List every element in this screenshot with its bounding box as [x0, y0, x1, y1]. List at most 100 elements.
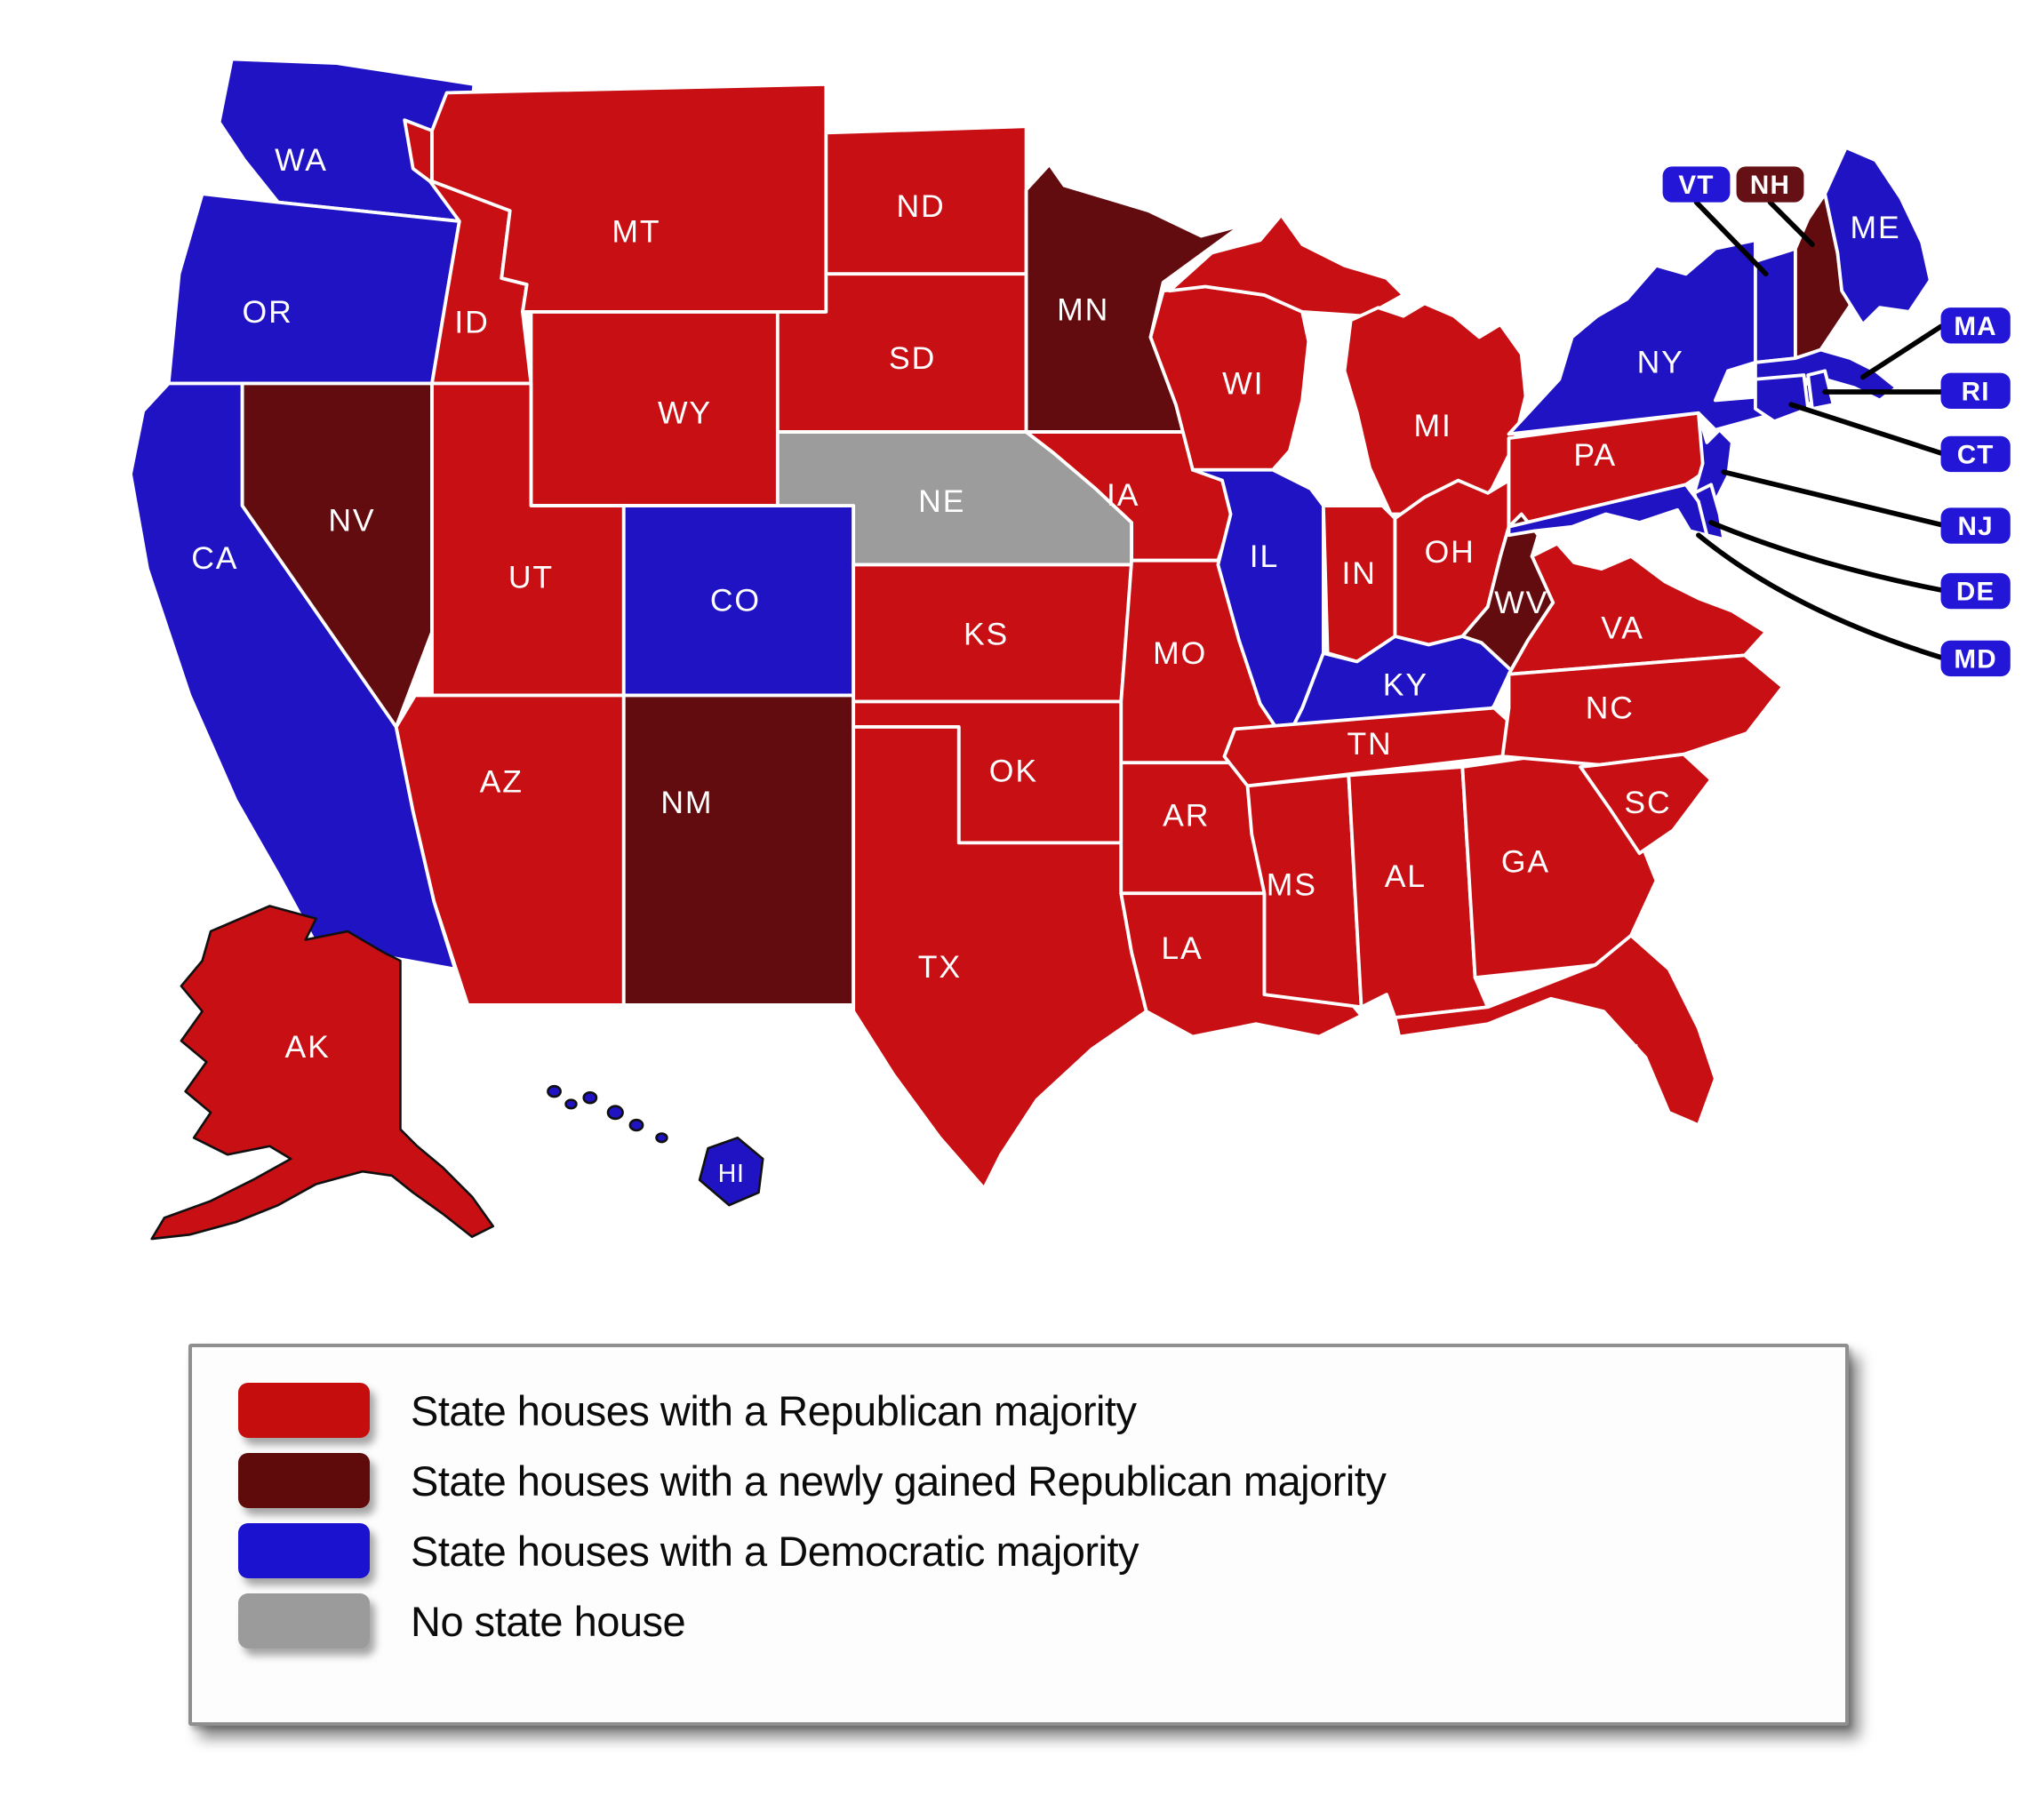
- state-label-va: VA: [1601, 610, 1644, 645]
- callout-box-nj: [1940, 507, 2011, 544]
- callout-nh: NH: [1736, 166, 1804, 203]
- callout-label-vt: VT: [1678, 171, 1714, 200]
- state-label-ga: GA: [1501, 844, 1550, 880]
- state-label-il: IL: [1250, 539, 1279, 574]
- hi-island-3: [582, 1091, 598, 1105]
- state-label-sc: SC: [1624, 785, 1671, 820]
- callout-box-ma: [1940, 307, 2011, 344]
- state-hi: [698, 1136, 764, 1207]
- state-mi: [1342, 301, 1528, 516]
- callout-de: DE: [1940, 572, 2011, 610]
- state-label-sd: SD: [889, 340, 936, 376]
- state-label-mo: MO: [1153, 635, 1207, 671]
- state-label-wy: WY: [658, 395, 712, 431]
- state-wy: [529, 310, 780, 507]
- state-label-wv: WV: [1494, 585, 1548, 620]
- state-label-nc: NC: [1586, 690, 1635, 725]
- legend-label-republican: State houses with a Republican majority: [411, 1386, 1137, 1434]
- state-label-nm: NM: [660, 785, 713, 820]
- state-label-mn: MN: [1057, 291, 1109, 327]
- state-va: [1507, 541, 1768, 676]
- state-label-co: CO: [710, 583, 761, 619]
- state-label-ia: IA: [1107, 477, 1139, 513]
- state-label-pa: PA: [1573, 437, 1617, 473]
- state-label-fl: FL: [1611, 1038, 1651, 1074]
- state-nc: [1500, 653, 1785, 767]
- callout-line-vt: [1693, 199, 1769, 277]
- callouts-layer: VT NH MA RI CT NJ DE MD: [1662, 166, 2011, 677]
- state-label-ms: MS: [1267, 867, 1317, 903]
- legend-swatch-republican: [238, 1383, 370, 1438]
- state-label-wi: WI: [1222, 365, 1264, 401]
- state-label-al: AL: [1385, 858, 1427, 894]
- callout-label-nh: NH: [1750, 171, 1790, 200]
- callout-ct: CT: [1940, 435, 2011, 473]
- state-label-tx: TX: [918, 949, 962, 985]
- hi-island-2: [564, 1098, 578, 1110]
- state-label-mi: MI: [1414, 408, 1452, 443]
- state-hi-islands: [547, 1084, 764, 1207]
- callout-ri: RI: [1940, 372, 2011, 409]
- callout-line-ma: [1859, 323, 1944, 380]
- callout-line-ct: [1788, 402, 1944, 456]
- state-label-or: OR: [243, 294, 293, 330]
- hi-island-6: [655, 1132, 668, 1144]
- state-label-az: AZ: [480, 763, 524, 799]
- hi-island-4: [606, 1105, 624, 1121]
- state-label-ca: CA: [191, 540, 238, 576]
- state-label-mt: MT: [612, 214, 660, 250]
- state-me: [1823, 146, 1932, 327]
- callout-box-de: [1940, 572, 2011, 610]
- state-label-ok: OK: [989, 754, 1038, 789]
- state-label-me: ME: [1850, 210, 1900, 245]
- state-nj: [1692, 411, 1734, 512]
- legend-swatch-democratic: [238, 1523, 370, 1578]
- callout-label-ma: MA: [1954, 312, 1996, 341]
- callout-label-ct: CT: [1957, 441, 1995, 470]
- callout-label-md: MD: [1954, 645, 1996, 675]
- state-md: [1507, 483, 1709, 538]
- state-ri: [1806, 369, 1835, 411]
- legend-label-none: No state house: [411, 1597, 686, 1645]
- state-label-tn: TN: [1347, 726, 1392, 762]
- state-nv: [240, 381, 434, 729]
- state-nm: [621, 693, 856, 1007]
- state-sc: [1579, 752, 1714, 856]
- state-tx: [852, 725, 1148, 1191]
- callout-label-ri: RI: [1962, 378, 1990, 407]
- state-label-ny: NY: [1637, 345, 1684, 380]
- state-label-ar: AR: [1163, 797, 1210, 833]
- hi-island-5: [628, 1118, 644, 1132]
- state-label-ky: KY: [1383, 667, 1428, 702]
- state-label-nv: NV: [328, 502, 375, 538]
- legend-swatch-none: [238, 1593, 370, 1648]
- legend-label-republican-new: State houses with a newly gained Republi…: [411, 1457, 1387, 1505]
- callout-ma: MA: [1940, 307, 2011, 344]
- state-label-in: IN: [1342, 555, 1377, 591]
- state-fl: [1393, 933, 1717, 1127]
- state-mt: [430, 82, 828, 314]
- state-label-ut: UT: [508, 560, 554, 595]
- callout-nj: NJ: [1940, 507, 2011, 544]
- legend: State houses with a Republican majority …: [188, 1344, 1849, 1726]
- callout-line-de: [1708, 520, 1944, 593]
- callout-md: MD: [1940, 640, 2011, 677]
- callout-box-ct: [1940, 435, 2011, 473]
- legend-swatch-republican-new: [238, 1453, 370, 1508]
- legend-row-republican: State houses with a Republican majority: [238, 1383, 1845, 1438]
- callout-box-vt: [1662, 166, 1731, 203]
- state-label-ak: AK: [285, 1029, 331, 1065]
- state-or: [166, 192, 461, 386]
- state-labels-layer: WA OR CA NV ID MT WY UT CO AZ NM ND SD N…: [191, 142, 1900, 1188]
- state-mi-upper-peninsula: [1167, 212, 1405, 318]
- state-label-ks: KS: [964, 617, 1009, 652]
- state-ak: [150, 905, 495, 1241]
- state-label-nd: ND: [896, 188, 945, 224]
- legend-label-democratic: State houses with a Democratic majority: [411, 1527, 1139, 1575]
- legend-row-republican-new: State houses with a newly gained Republi…: [238, 1453, 1845, 1508]
- callout-line-md: [1696, 532, 1944, 660]
- callout-line-nj: [1721, 469, 1944, 528]
- callout-box-md: [1940, 640, 2011, 677]
- legend-row-none: No state house: [238, 1593, 1845, 1648]
